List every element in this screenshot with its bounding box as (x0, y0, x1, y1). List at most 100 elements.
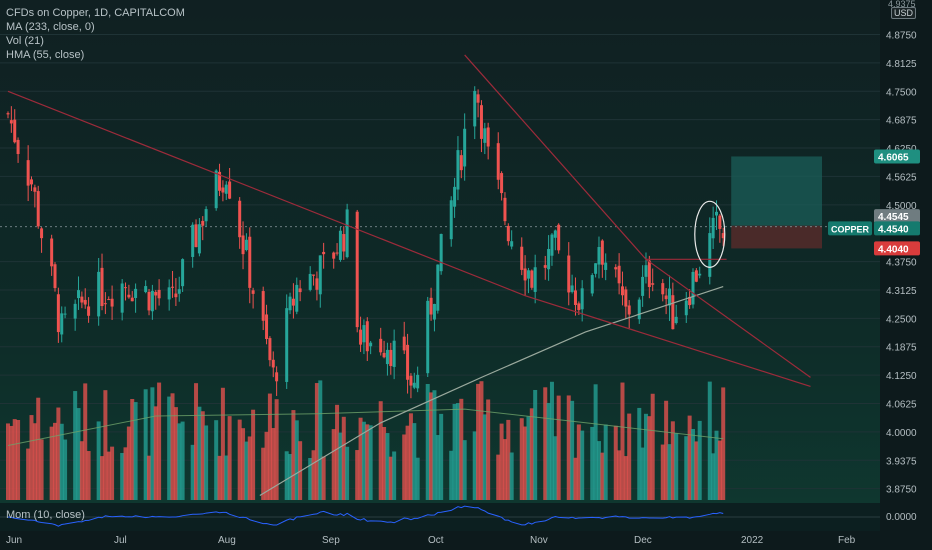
volume-indicator-label[interactable]: Vol (21) (6, 35, 44, 47)
candle-body (288, 296, 292, 311)
candle-body (641, 276, 645, 296)
candle-body (526, 270, 530, 279)
candle-body (486, 127, 490, 147)
candle-body (362, 325, 366, 343)
price-tick-label: 4.3750 (886, 258, 917, 269)
volume-bar (462, 440, 467, 500)
candle-body (201, 220, 205, 226)
volume-bar (110, 446, 115, 500)
candle-body (463, 128, 467, 167)
price-tick-label: 4.8125 (886, 59, 917, 70)
volume-bar (86, 451, 91, 500)
candle-body (265, 314, 269, 340)
volume-bar (452, 403, 457, 500)
candle-body (483, 128, 487, 143)
volume-bar (553, 436, 558, 500)
candle-body (714, 211, 718, 216)
candle-body (604, 262, 608, 270)
candle-body (570, 285, 574, 292)
candle-body (174, 293, 178, 298)
volume-bar (197, 406, 202, 500)
candle-body (150, 290, 154, 312)
candle-body (197, 224, 201, 254)
candle-body (60, 313, 64, 335)
volume-bar (271, 428, 276, 500)
volume-bar (314, 383, 319, 500)
volume-bar (341, 416, 346, 500)
volume-bar (506, 419, 511, 500)
candle-body (73, 303, 77, 319)
volume-bar (502, 439, 507, 500)
price-tick-label: 4.7500 (886, 87, 917, 98)
candle-body (332, 252, 336, 259)
volume-bar (214, 420, 219, 500)
candle-body (456, 150, 460, 190)
volume-bar (499, 423, 504, 500)
volume-bar (459, 398, 464, 500)
candle-body (295, 284, 299, 312)
candle-body (271, 359, 275, 368)
volume-bar (529, 408, 534, 500)
candle-body (6, 113, 10, 115)
candle-body (510, 241, 514, 247)
candle-body (453, 186, 457, 207)
hma-indicator-label[interactable]: HMA (55, close) (6, 49, 85, 61)
candle-body (338, 230, 342, 260)
volume-bar (56, 407, 61, 500)
volume-bar (576, 424, 581, 500)
price-tick-label: 3.8750 (886, 485, 917, 496)
candle-body (214, 170, 218, 209)
candle-body (134, 288, 138, 298)
volume-bar (674, 433, 679, 500)
volume-bar (549, 381, 554, 500)
candle-body (688, 296, 692, 306)
candle-body (379, 338, 383, 353)
volume-bar (130, 399, 135, 500)
stop-price-badge: 4.4040 (878, 244, 909, 255)
volume-bar (455, 403, 460, 500)
candle-body (627, 305, 631, 315)
candle-body (473, 90, 477, 127)
volume-bar (694, 441, 699, 500)
volume-bar (291, 410, 296, 500)
candle-body (523, 268, 527, 281)
volume-bar (523, 426, 528, 500)
volume-bar (284, 451, 289, 500)
volume-bar (36, 397, 41, 500)
candle-body (637, 299, 641, 320)
volume-bar (83, 383, 88, 500)
volume-bar (388, 456, 393, 500)
candle-body (597, 247, 601, 265)
currency-label[interactable]: USD (891, 7, 917, 19)
candle-body (721, 233, 725, 239)
momentum-indicator-label[interactable]: Mom (10, close) (6, 509, 85, 521)
candle-body (251, 290, 255, 294)
candle-body (711, 217, 715, 239)
volume-bar (556, 395, 561, 500)
volume-bar (267, 393, 272, 500)
volume-bar (311, 450, 316, 500)
volume-bar (73, 391, 78, 500)
candle-body (97, 271, 101, 317)
ma-indicator-label[interactable]: MA (233, close, 0) (6, 21, 95, 33)
candle-body (506, 225, 510, 242)
ma-233-line (259, 285, 724, 496)
candle-body (409, 375, 413, 386)
volume-bar (721, 387, 726, 500)
volume-bar (96, 421, 101, 500)
volume-bar (449, 450, 454, 500)
candle-body (698, 273, 702, 276)
candle-body (416, 374, 420, 389)
price-tick-label: 4.0000 (886, 428, 917, 439)
target-zone (731, 156, 822, 226)
candle-body (355, 211, 359, 328)
volume-bar (150, 387, 155, 500)
volume-bar (29, 415, 34, 500)
symbol-title[interactable]: CFDs on Copper, 1D, CAPITALCOM (6, 7, 185, 19)
volume-bar (439, 413, 444, 500)
candle-body (53, 264, 57, 289)
candle-body (533, 267, 537, 292)
volume-bar (170, 393, 175, 500)
